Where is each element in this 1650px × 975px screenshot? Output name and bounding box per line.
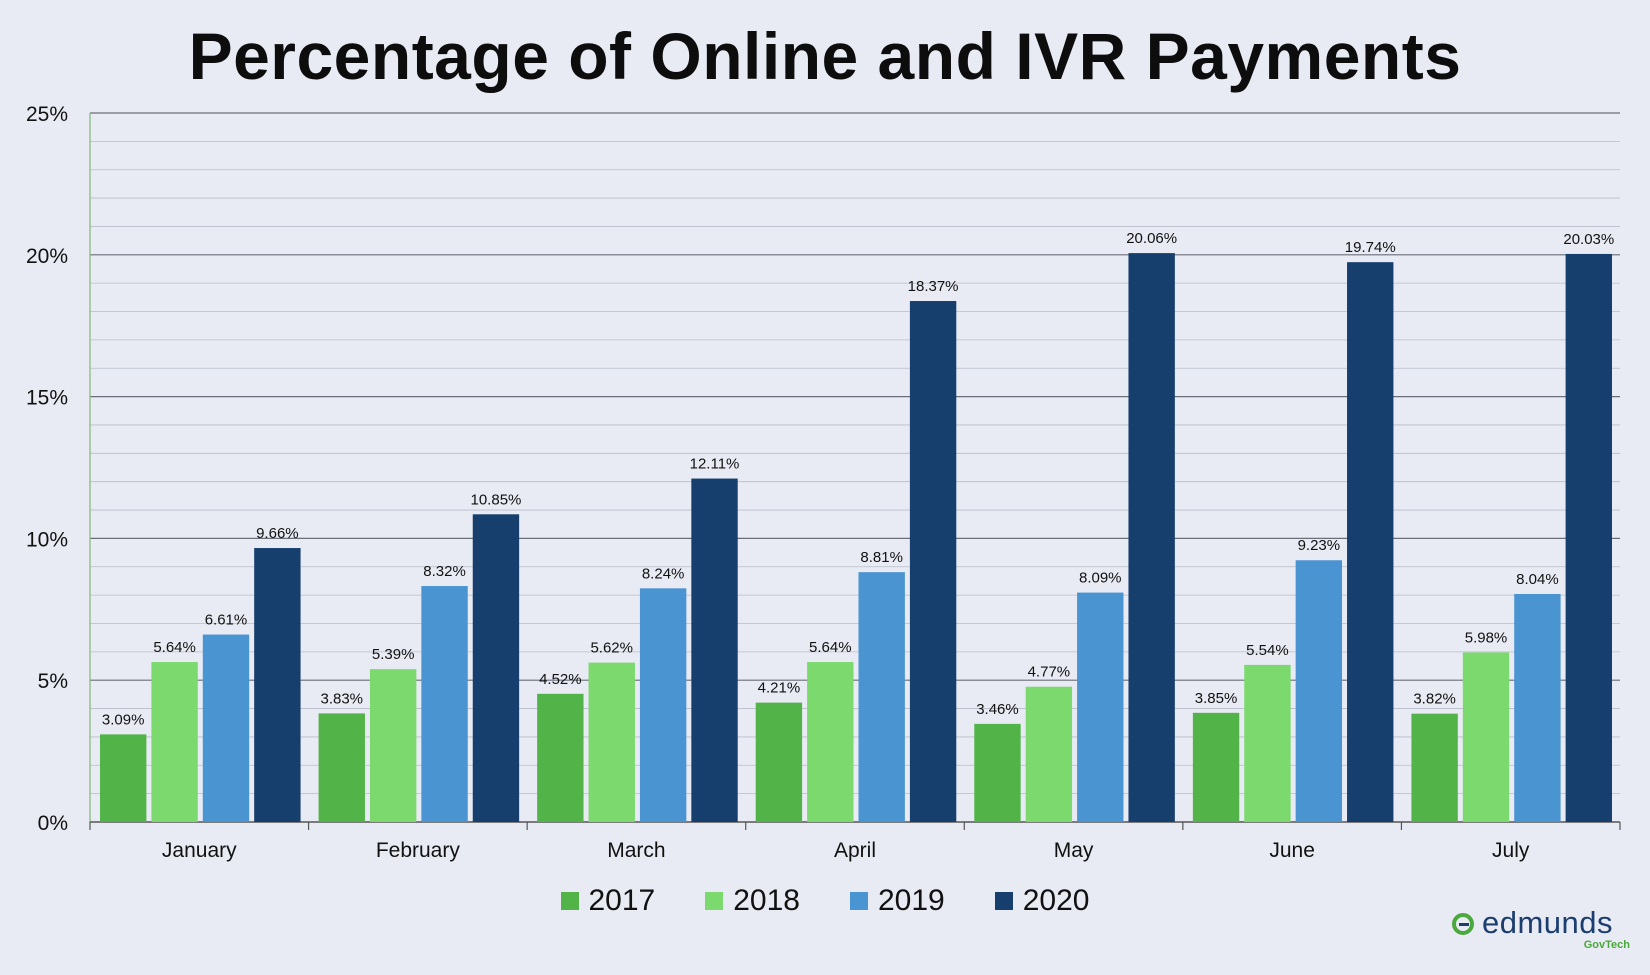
bar-2020-february (472, 514, 520, 822)
bar-2019-april (858, 572, 905, 822)
data-label: 5.39% (372, 646, 415, 663)
data-label: 5.64% (153, 639, 196, 656)
legend-swatch (560, 892, 579, 910)
legend-label: 2017 (588, 884, 656, 917)
data-label: 12.11% (690, 456, 740, 473)
data-label: 9.23% (1298, 537, 1341, 554)
y-tick-label: 5% (38, 670, 68, 693)
data-label: 8.24% (642, 565, 685, 582)
data-label: 4.77% (1028, 664, 1071, 681)
bar-2019-march (639, 588, 687, 822)
data-label: 5.98% (1465, 629, 1508, 646)
bar-2020-june (1347, 262, 1394, 823)
x-tick-label: March (607, 839, 665, 862)
bar-2019-july (1514, 593, 1561, 822)
bar-2020-may (1128, 253, 1175, 823)
bar-2020-april (909, 301, 957, 822)
data-label: 9.66% (256, 525, 299, 542)
bar-2018-may (1025, 686, 1073, 822)
bar-2018-march (588, 662, 635, 822)
bar-2020-january (254, 548, 301, 822)
edmunds-logo: edmunds GovTech (1452, 905, 1632, 959)
legend-label: 2020 (1022, 884, 1090, 917)
logo-wordmark: edmunds (1482, 905, 1614, 940)
logo-subtitle: GovTech (1583, 939, 1630, 951)
y-tick-label: 0% (38, 812, 68, 835)
data-label: 4.21% (758, 680, 801, 697)
legend-item-2018: 2018 (705, 884, 800, 918)
bar-2017-march (537, 693, 584, 822)
data-label: 8.04% (1516, 571, 1559, 588)
data-label: 3.85% (1195, 690, 1238, 707)
legend-item-2020: 2020 (994, 884, 1090, 918)
data-label: 5.62% (590, 640, 633, 657)
bar-2018-june (1244, 664, 1291, 822)
y-tick-label: 15% (26, 387, 68, 410)
data-label: 8.32% (423, 563, 466, 580)
legend-swatch (994, 892, 1013, 910)
bar-2019-may (1077, 592, 1124, 822)
data-label: 3.09% (102, 711, 145, 728)
y-tick-label: 10% (26, 528, 68, 551)
data-label: 8.09% (1079, 570, 1122, 587)
data-label: 4.52% (539, 671, 582, 688)
data-label: 3.82% (1413, 691, 1456, 708)
bar-2017-july (1411, 713, 1458, 822)
x-tick-label: July (1492, 839, 1530, 862)
bar-2017-february (318, 713, 365, 822)
bar-2018-july (1462, 652, 1510, 822)
data-label: 20.06% (1126, 230, 1177, 247)
y-tick-label: 20% (26, 245, 68, 268)
logo-e-icon (1452, 913, 1474, 935)
chart-title: Percentage of Online and IVR Payments (188, 19, 1462, 93)
data-label: 8.81% (860, 549, 903, 566)
data-label: 3.46% (976, 701, 1019, 718)
x-tick-label: June (1269, 839, 1315, 862)
legend-label: 2018 (733, 884, 800, 917)
legend-item-2017: 2017 (560, 884, 656, 918)
bar-2020-july (1565, 253, 1612, 822)
legend: 2017 2018 2019 2020 (0, 884, 1650, 918)
bars (100, 253, 1612, 823)
bar-2017-january (100, 734, 147, 822)
bar-2018-april (807, 662, 854, 822)
data-label: 19.74% (1345, 239, 1396, 256)
bar-2018-february (369, 669, 417, 822)
data-label: 5.54% (1246, 642, 1289, 659)
bar-2019-january (202, 634, 250, 822)
data-label: 6.61% (205, 612, 248, 629)
bar-2019-june (1295, 560, 1343, 822)
data-label: 10.85% (471, 491, 522, 508)
x-tick-label: January (162, 839, 237, 862)
bar-2017-june (1192, 712, 1240, 822)
bar-2017-may (974, 723, 1021, 822)
data-label: 3.83% (320, 690, 363, 707)
legend-swatch (705, 892, 724, 910)
x-tick-label: May (1054, 839, 1094, 862)
data-label: 20.03% (1563, 231, 1614, 248)
x-tick-label: April (834, 839, 876, 862)
data-label: 5.64% (809, 639, 852, 656)
bar-2020-march (691, 478, 738, 822)
data-label: 18.37% (908, 278, 959, 295)
y-tick-label: 25% (26, 103, 68, 126)
data-labels: 3.09% 5.64% 6.61% 9.66% 3.83% 5.39% 8.32% 10.85… (102, 230, 1614, 728)
bar-2017-april (755, 702, 803, 822)
bar-2019-february (421, 586, 468, 822)
legend-label: 2019 (878, 884, 945, 917)
x-tick-label: February (376, 839, 461, 862)
legend-item-2019: 2019 (850, 884, 945, 918)
legend-swatch (850, 892, 868, 910)
bar-2018-january (151, 662, 198, 822)
